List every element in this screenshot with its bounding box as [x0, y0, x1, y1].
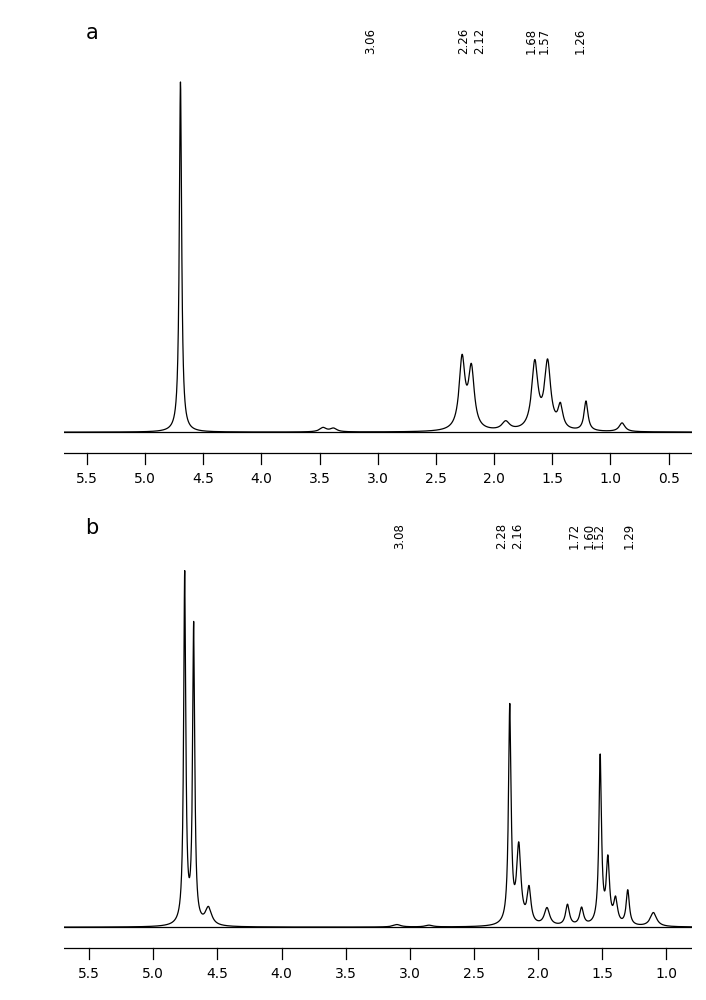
- Text: 2.28: 2.28: [496, 523, 508, 549]
- Text: 2.0: 2.0: [527, 967, 549, 981]
- Text: 0.5: 0.5: [658, 472, 680, 486]
- Text: 3.06: 3.06: [364, 28, 377, 54]
- Text: 5.5: 5.5: [76, 472, 97, 486]
- Text: 4.5: 4.5: [192, 472, 214, 486]
- Text: 2.12: 2.12: [474, 28, 486, 54]
- Text: 5.5: 5.5: [78, 967, 100, 981]
- Text: 2.0: 2.0: [483, 472, 505, 486]
- Text: 1.52: 1.52: [593, 523, 606, 549]
- Text: b: b: [85, 518, 99, 538]
- Text: 4.0: 4.0: [270, 967, 292, 981]
- Text: 2.26: 2.26: [457, 28, 470, 54]
- Text: a: a: [85, 23, 98, 43]
- Text: 1.57: 1.57: [537, 28, 551, 54]
- Text: 5.0: 5.0: [134, 472, 156, 486]
- Text: 3.0: 3.0: [399, 967, 421, 981]
- Text: 1.60: 1.60: [582, 523, 596, 549]
- Text: 1.29: 1.29: [623, 523, 635, 549]
- Text: 3.5: 3.5: [335, 967, 357, 981]
- Text: 1.26: 1.26: [574, 28, 587, 54]
- Text: 1.5: 1.5: [591, 967, 613, 981]
- Text: 3.08: 3.08: [393, 523, 406, 549]
- Text: 1.0: 1.0: [599, 472, 621, 486]
- Text: 3.5: 3.5: [309, 472, 330, 486]
- Text: 5.0: 5.0: [143, 967, 164, 981]
- Text: 3.0: 3.0: [367, 472, 388, 486]
- Text: 4.0: 4.0: [251, 472, 273, 486]
- Text: 1.5: 1.5: [542, 472, 563, 486]
- Text: 1.68: 1.68: [525, 28, 538, 54]
- Text: 2.16: 2.16: [511, 523, 524, 549]
- Text: 2.5: 2.5: [463, 967, 485, 981]
- Text: 4.5: 4.5: [206, 967, 228, 981]
- Text: 2.5: 2.5: [425, 472, 447, 486]
- Text: 1.0: 1.0: [655, 967, 677, 981]
- Text: 1.72: 1.72: [568, 523, 580, 549]
